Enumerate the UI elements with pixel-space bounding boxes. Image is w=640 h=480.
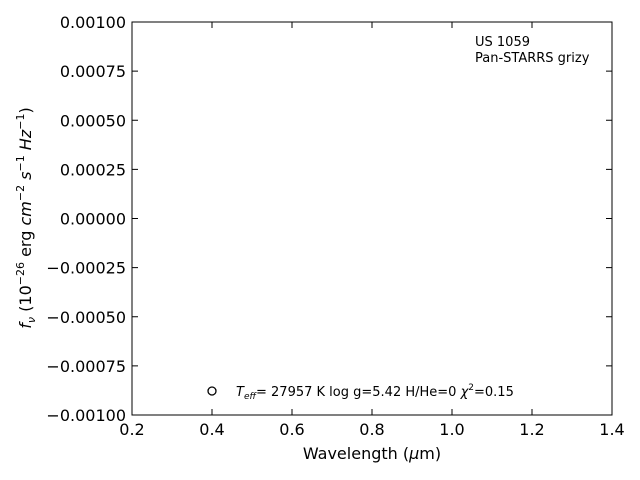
y-axis-ticks: −0.00100 −0.00075 −0.00050 −0.00025 0.00000 0… — [46, 13, 612, 425]
x-tick-label: 0.8 — [359, 420, 384, 439]
y-tick-label: −0.00025 — [46, 259, 126, 278]
x-tick-label: 1.2 — [519, 420, 544, 439]
y-tick-label: 0.00000 — [60, 210, 126, 229]
x-tick-label: 1.4 — [599, 420, 624, 439]
y-axis-label: fν (10−26 erg cm−2 s−1 Hz−1) — [14, 107, 38, 328]
y-tick-label: 0.00075 — [60, 62, 126, 81]
model-fit-legend: Teff= 27957 K log g=5.42 H/He=0 χ2=0.15 — [236, 383, 514, 402]
x-tick-label: 0.6 — [279, 420, 304, 439]
x-axis-ticks: 0.2 0.4 0.6 0.8 1.0 1.2 1.4 — [119, 22, 625, 439]
x-tick-label: 0.2 — [119, 420, 144, 439]
y-tick-label: 0.00025 — [60, 160, 126, 179]
x-tick-label: 1.0 — [439, 420, 464, 439]
survey-annotation: Pan-STARRS grizy — [475, 51, 590, 66]
y-tick-label: 0.00100 — [60, 13, 126, 32]
legend-marker-open-circle — [207, 386, 217, 396]
y-tick-label: −0.00050 — [46, 308, 126, 327]
object-name-annotation: US 1059 — [475, 35, 530, 50]
y-tick-label: −0.00100 — [46, 406, 126, 425]
y-tick-label: −0.00075 — [46, 357, 126, 376]
plot-frame — [131, 21, 613, 416]
x-tick-label: 0.4 — [199, 420, 224, 439]
y-tick-label: 0.00050 — [60, 111, 126, 130]
x-axis-label: Wavelength (μm) — [303, 444, 441, 463]
